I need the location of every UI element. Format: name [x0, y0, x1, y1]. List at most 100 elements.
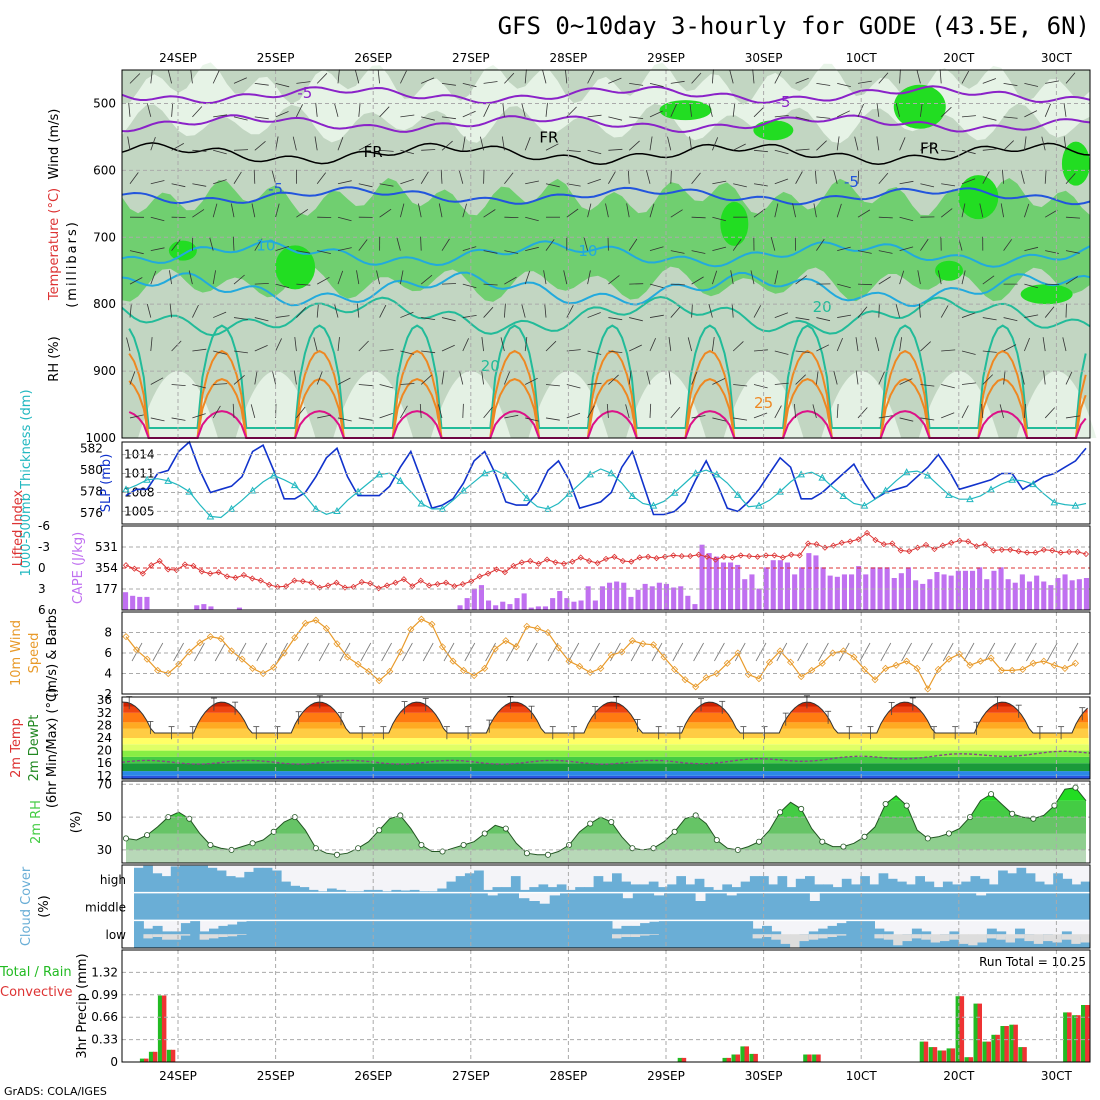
rh-high-blob: [720, 201, 749, 246]
wind-barb: [895, 303, 900, 318]
wind-barb: [525, 377, 538, 385]
wind-barb: [296, 250, 311, 254]
wind-barb: [608, 77, 622, 84]
wind-barb: [941, 183, 956, 187]
cloud-cell: [705, 920, 716, 948]
cape-bar: [671, 587, 677, 610]
cape-tick-label: 531: [95, 540, 118, 554]
cloud-cell: [1053, 873, 1063, 893]
wind-barb: [400, 405, 408, 419]
cloud-cell: [510, 876, 521, 893]
wind-barb: [770, 236, 776, 251]
cloud-cell: [199, 934, 210, 940]
wind-barb: [880, 642, 892, 662]
cloud-cell: [404, 892, 416, 921]
thickness-marker: [290, 481, 299, 489]
wind-barb: [899, 270, 905, 285]
rh-marker: [270, 828, 277, 835]
lifted-index-marker: [762, 552, 770, 559]
cloud-cell: [1069, 892, 1081, 921]
isotherm-line: [121, 295, 1091, 337]
wind-barb: [1000, 203, 1004, 218]
cape-bar: [1083, 578, 1089, 610]
rh-marker: [249, 840, 256, 847]
cloud-cell: [327, 888, 337, 893]
wind-barb: [521, 303, 526, 318]
cloud-cell: [455, 876, 466, 893]
cloud-cell: [575, 887, 585, 893]
precip-axis-label: 3hr Precip (mm): [75, 953, 90, 1058]
wind-barb: [420, 374, 432, 385]
cloud-cell: [786, 887, 797, 893]
wind-barb: [708, 103, 713, 117]
wind-barb: [235, 642, 247, 662]
cape-bar: [841, 574, 847, 610]
lifted-index-marker: [712, 556, 719, 563]
wind-barb: [855, 337, 859, 352]
wind-speed-marker: [449, 657, 457, 665]
lifted-index-marker: [661, 553, 669, 560]
wind-barb: [587, 270, 591, 285]
wind-barb: [566, 208, 579, 218]
contour-label: 10: [256, 237, 275, 255]
cloud-cell: [874, 934, 885, 939]
panel-frame: [121, 949, 1091, 1063]
lifted-index-marker: [223, 573, 231, 580]
wind-barb: [961, 178, 976, 185]
wind-barb: [1020, 370, 1025, 385]
lifted-index-marker: [847, 538, 854, 545]
wind-barb: [1065, 216, 1081, 219]
date-label-top: 28SEP: [550, 51, 588, 65]
wind-barb: [213, 179, 227, 185]
contour-label: FR: [920, 140, 939, 158]
wind-barb: [714, 642, 725, 662]
rh-marker: [903, 802, 910, 809]
wind-barb: [233, 350, 248, 354]
cloud-cell: [161, 876, 172, 893]
wind-barb: [296, 406, 306, 419]
wind-speed-marker: [892, 661, 900, 669]
rh-high-blob: [1020, 284, 1073, 305]
rh-marker: [460, 842, 467, 849]
cloud-cell: [555, 920, 566, 948]
cloud-cell: [996, 892, 1008, 921]
cape-bar: [834, 576, 840, 610]
cloud-cell: [851, 884, 861, 893]
wind-barb: [192, 348, 207, 352]
temp-axis-label: 2m DewPt: [27, 715, 42, 782]
rh-dry-band: [122, 62, 1090, 144]
wind-barb: [337, 417, 352, 422]
lifted-index-marker: [838, 539, 845, 546]
wind-barb: [982, 275, 995, 285]
wind-barb: [544, 303, 547, 318]
thickness-marker: [1029, 480, 1038, 488]
cloud-axis-label: Cloud Cover: [19, 866, 34, 946]
wind-speed-marker: [270, 663, 278, 671]
rh-marker: [566, 842, 573, 849]
cloud-cell: [1015, 934, 1025, 939]
wind-barb: [1065, 371, 1073, 385]
wind-barb: [459, 370, 464, 385]
precip-convective-bar: [735, 1054, 740, 1062]
wind-tick-label: 8: [104, 626, 112, 640]
cloud-cell: [733, 920, 744, 948]
temp-axis-label: (6hr Min/Max) (°C): [45, 688, 60, 808]
cape-bar: [471, 588, 477, 610]
cloud-cell: [290, 885, 300, 893]
cloud-cell: [206, 892, 218, 921]
wind-barb: [294, 337, 297, 352]
rh-tick-label: 50: [97, 810, 112, 824]
wind-barb: [649, 136, 653, 151]
wind-barb: [981, 403, 984, 418]
cape-bar: [849, 574, 855, 610]
cloud-cell: [538, 884, 549, 893]
wind-barb: [358, 340, 369, 352]
wind-speed-marker: [850, 653, 858, 661]
wind-barb: [402, 642, 413, 662]
thickness-marker: [333, 507, 341, 515]
cape-bar: [571, 601, 577, 610]
cloud-cell: [1027, 892, 1039, 921]
wind-barb: [857, 80, 872, 84]
cloud-cell: [921, 934, 932, 940]
wind-speed-marker: [280, 649, 288, 657]
